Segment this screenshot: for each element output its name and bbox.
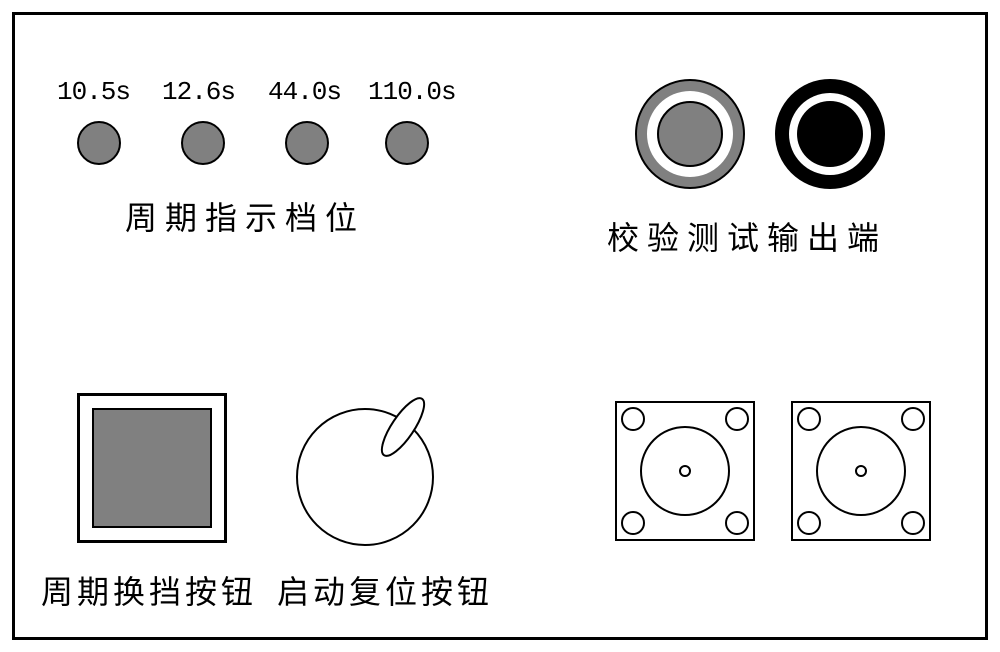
connector-ring-icon bbox=[817, 427, 905, 515]
indicator-label-1: 12.6s bbox=[162, 77, 235, 107]
screw-hole-icon bbox=[726, 512, 748, 534]
shift-button-label: 周期换挡按钮 bbox=[41, 567, 257, 613]
indicator-led-3 bbox=[385, 121, 429, 165]
indicator-label-3: 110.0s bbox=[368, 77, 456, 107]
start-reset-knob[interactable] bbox=[289, 387, 459, 557]
indicator-led-0 bbox=[77, 121, 121, 165]
connector-port-0[interactable] bbox=[615, 401, 755, 541]
indicator-label-0: 10.5s bbox=[57, 77, 130, 107]
indicator-led-2 bbox=[285, 121, 329, 165]
indicator-led-1 bbox=[181, 121, 225, 165]
device-panel: 10.5s 12.6s 44.0s 110.0s 周期指示档位 校验测试输出端 … bbox=[12, 12, 988, 640]
connector-ring-icon bbox=[641, 427, 729, 515]
indicator-group-label: 周期指示档位 bbox=[125, 193, 365, 239]
output-group-label: 校验测试输出端 bbox=[607, 213, 887, 259]
screw-hole-icon bbox=[902, 512, 924, 534]
connector-frame-icon bbox=[792, 402, 930, 540]
jack-center-icon bbox=[797, 101, 863, 167]
indicator-label-2: 44.0s bbox=[268, 77, 341, 107]
screw-hole-icon bbox=[798, 512, 820, 534]
output-jack-a[interactable] bbox=[635, 79, 745, 189]
screw-hole-icon bbox=[622, 512, 644, 534]
connector-frame-icon bbox=[616, 402, 754, 540]
output-jack-b[interactable] bbox=[775, 79, 885, 189]
connector-port-1[interactable] bbox=[791, 401, 931, 541]
connector-pin-icon bbox=[680, 466, 690, 476]
screw-hole-icon bbox=[798, 408, 820, 430]
screw-hole-icon bbox=[622, 408, 644, 430]
reset-button-label: 启动复位按钮 bbox=[277, 567, 493, 613]
connector-pin-icon bbox=[856, 466, 866, 476]
button-face-icon bbox=[92, 408, 212, 528]
jack-center-icon bbox=[657, 101, 723, 167]
screw-hole-icon bbox=[726, 408, 748, 430]
cycle-shift-button[interactable] bbox=[77, 393, 227, 543]
screw-hole-icon bbox=[902, 408, 924, 430]
knob-handle-icon bbox=[375, 393, 431, 462]
